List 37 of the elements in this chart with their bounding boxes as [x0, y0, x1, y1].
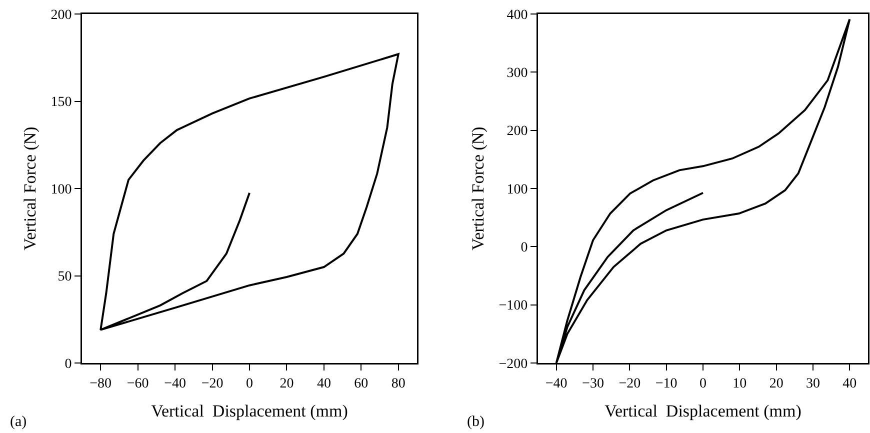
x-tick-label: −40: [164, 376, 186, 392]
x-tick-label: 40: [316, 376, 331, 392]
x-tick-label: −80: [90, 376, 112, 392]
x-tick-label: 20: [769, 376, 784, 392]
y-tick-label: −200: [498, 356, 528, 372]
text: (b): [467, 414, 484, 430]
x-tick-label: 80: [391, 376, 406, 392]
x-tick-label: −10: [655, 376, 678, 392]
x-tick-label: −30: [582, 376, 604, 392]
x-axis-title: Vertical Displacement (mm): [604, 401, 802, 420]
x-tick-label: −60: [126, 376, 149, 392]
y-tick-label: 0: [520, 240, 528, 256]
y-tick-label: 0: [64, 356, 72, 372]
y-tick-label: 50: [58, 270, 72, 285]
y-tick-label: 150: [50, 95, 72, 110]
y-tick-label: −100: [498, 298, 528, 314]
x-tick-label: 0: [246, 376, 253, 392]
x-tick-label: 30: [806, 376, 820, 392]
x-tick-label: −20: [201, 376, 224, 392]
line-series: [100, 53, 400, 331]
y-tick-label: 200: [50, 8, 72, 23]
y-tick-label: 200: [506, 124, 528, 140]
x-axis-title: Vertical Displacement (mm): [151, 401, 348, 420]
text: (a): [10, 414, 27, 430]
y-axis-title: Vertical Force (N): [468, 126, 488, 250]
y-tick-label: 100: [506, 182, 528, 198]
x-tick-label: 0: [700, 376, 706, 392]
x-tick-label: 20: [280, 376, 294, 392]
x-tick-label: 10: [732, 376, 747, 392]
x-tick-label: 40: [842, 376, 857, 392]
x-tick-label: −40: [545, 376, 568, 392]
x-tick-label: 60: [354, 376, 368, 392]
y-tick-label: 400: [506, 8, 528, 23]
y-tick-label: 300: [506, 66, 528, 82]
y-axis-title: Vertical Force (N): [20, 126, 40, 250]
y-tick-label: 100: [50, 182, 72, 198]
x-tick-label: −20: [618, 376, 641, 392]
